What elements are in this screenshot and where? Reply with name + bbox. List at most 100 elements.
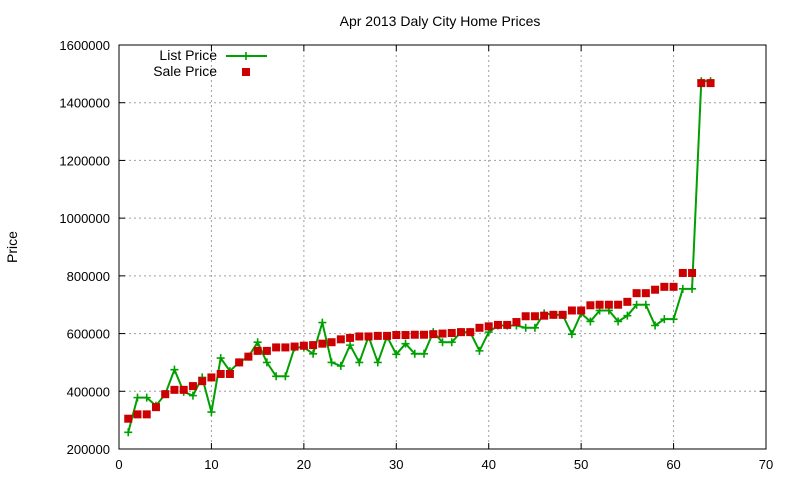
sale-price-point <box>614 300 623 309</box>
list-price-point <box>521 323 530 332</box>
sale-price-point <box>438 329 447 338</box>
sale-price-point <box>244 352 253 361</box>
sale-price-point <box>678 268 687 277</box>
sale-price-point <box>540 311 549 320</box>
x-tick-label: 30 <box>389 457 403 472</box>
series-sale-price <box>124 79 715 423</box>
sale-price-point <box>383 331 392 340</box>
sale-price-point <box>558 310 567 319</box>
sale-price-point <box>549 310 558 319</box>
y-tick-label: 1200000 <box>59 153 110 168</box>
sale-price-point <box>309 341 318 350</box>
series-list-price <box>124 77 715 437</box>
x-tick-label: 70 <box>759 457 773 472</box>
list-price-point <box>336 361 345 370</box>
list-price-point <box>678 284 687 293</box>
sale-price-point <box>577 306 586 315</box>
list-price-point <box>567 330 576 339</box>
y-tick-label: 800000 <box>67 269 110 284</box>
gridlines <box>119 45 766 449</box>
y-tick-label: 1600000 <box>59 38 110 53</box>
sale-price-point <box>318 339 327 348</box>
sale-price-point <box>447 328 456 337</box>
list-price-point <box>586 317 595 326</box>
list-price-point <box>207 408 216 417</box>
list-price-point <box>216 354 225 363</box>
sale-price-point <box>651 285 660 294</box>
list-price-line <box>127 80 711 433</box>
y-tick-label: 1400000 <box>59 96 110 111</box>
x-tick-label: 20 <box>297 457 311 472</box>
sale-price-point <box>401 331 410 340</box>
sale-price-point <box>336 335 345 344</box>
list-price-point <box>272 372 281 381</box>
list-price-point <box>651 321 660 330</box>
sale-price-point <box>429 330 438 339</box>
list-price-point <box>614 317 623 326</box>
sale-price-point <box>456 328 465 337</box>
sale-price-point <box>373 331 382 340</box>
sale-price-point <box>706 79 715 88</box>
list-price-point <box>188 391 197 400</box>
list-price-point <box>373 358 382 367</box>
list-price-point <box>170 365 179 374</box>
sale-price-point <box>151 403 160 412</box>
legend-sale-price-label: Sale Price <box>153 63 217 79</box>
sale-price-point <box>355 332 364 341</box>
sale-price-point <box>327 338 336 347</box>
sale-price-point <box>207 373 216 382</box>
list-price-point <box>447 338 456 347</box>
list-price-point <box>475 346 484 355</box>
sale-price-point <box>669 282 678 291</box>
sale-price-point <box>364 332 373 341</box>
list-price-point <box>142 393 151 402</box>
legend-sale-price-marker <box>242 68 250 76</box>
list-price-point <box>355 358 364 367</box>
sale-price-point <box>604 300 613 309</box>
sale-price-point <box>290 342 299 351</box>
sale-price-point <box>595 300 604 309</box>
list-price-point <box>346 341 355 350</box>
sale-price-point <box>262 346 271 355</box>
x-tick-label: 0 <box>115 457 122 472</box>
sale-price-point <box>512 318 521 327</box>
sale-price-point <box>124 414 133 423</box>
list-price-point <box>253 338 262 347</box>
list-price-point <box>262 358 271 367</box>
sale-price-point <box>198 377 207 386</box>
list-price-point <box>669 315 678 324</box>
sale-price-point <box>420 330 429 339</box>
sale-price-point <box>346 333 355 342</box>
sale-price-point <box>632 289 641 298</box>
list-price-point <box>420 349 429 358</box>
list-price-point <box>641 300 650 309</box>
list-price-point <box>318 318 327 327</box>
sale-price-point <box>586 301 595 310</box>
list-price-point <box>438 338 447 347</box>
list-price-point <box>309 349 318 358</box>
sale-price-point <box>161 390 170 399</box>
sale-price-point <box>410 330 419 339</box>
x-tick-label: 10 <box>204 457 218 472</box>
plot-frame <box>118 44 767 450</box>
sale-price-point <box>503 320 512 329</box>
sale-price-point <box>475 323 484 332</box>
list-price-point <box>410 349 419 358</box>
list-price-point <box>401 339 410 348</box>
y-axis-label: Price <box>4 231 20 263</box>
y-tick-label: 400000 <box>67 384 110 399</box>
sale-price-point <box>688 268 697 277</box>
x-tick-label: 40 <box>481 457 495 472</box>
list-price-point <box>133 393 142 402</box>
x-tick-label: 50 <box>574 457 588 472</box>
y-tick-label: 1000000 <box>59 211 110 226</box>
list-price-point <box>327 358 336 367</box>
sale-price-point <box>530 312 539 321</box>
sale-price-point <box>466 328 475 337</box>
sale-price-point <box>216 369 225 378</box>
legend: List Price Sale Price <box>153 47 267 79</box>
list-price-point <box>660 315 669 324</box>
sale-price-point <box>493 320 502 329</box>
sale-price-point <box>484 322 493 331</box>
